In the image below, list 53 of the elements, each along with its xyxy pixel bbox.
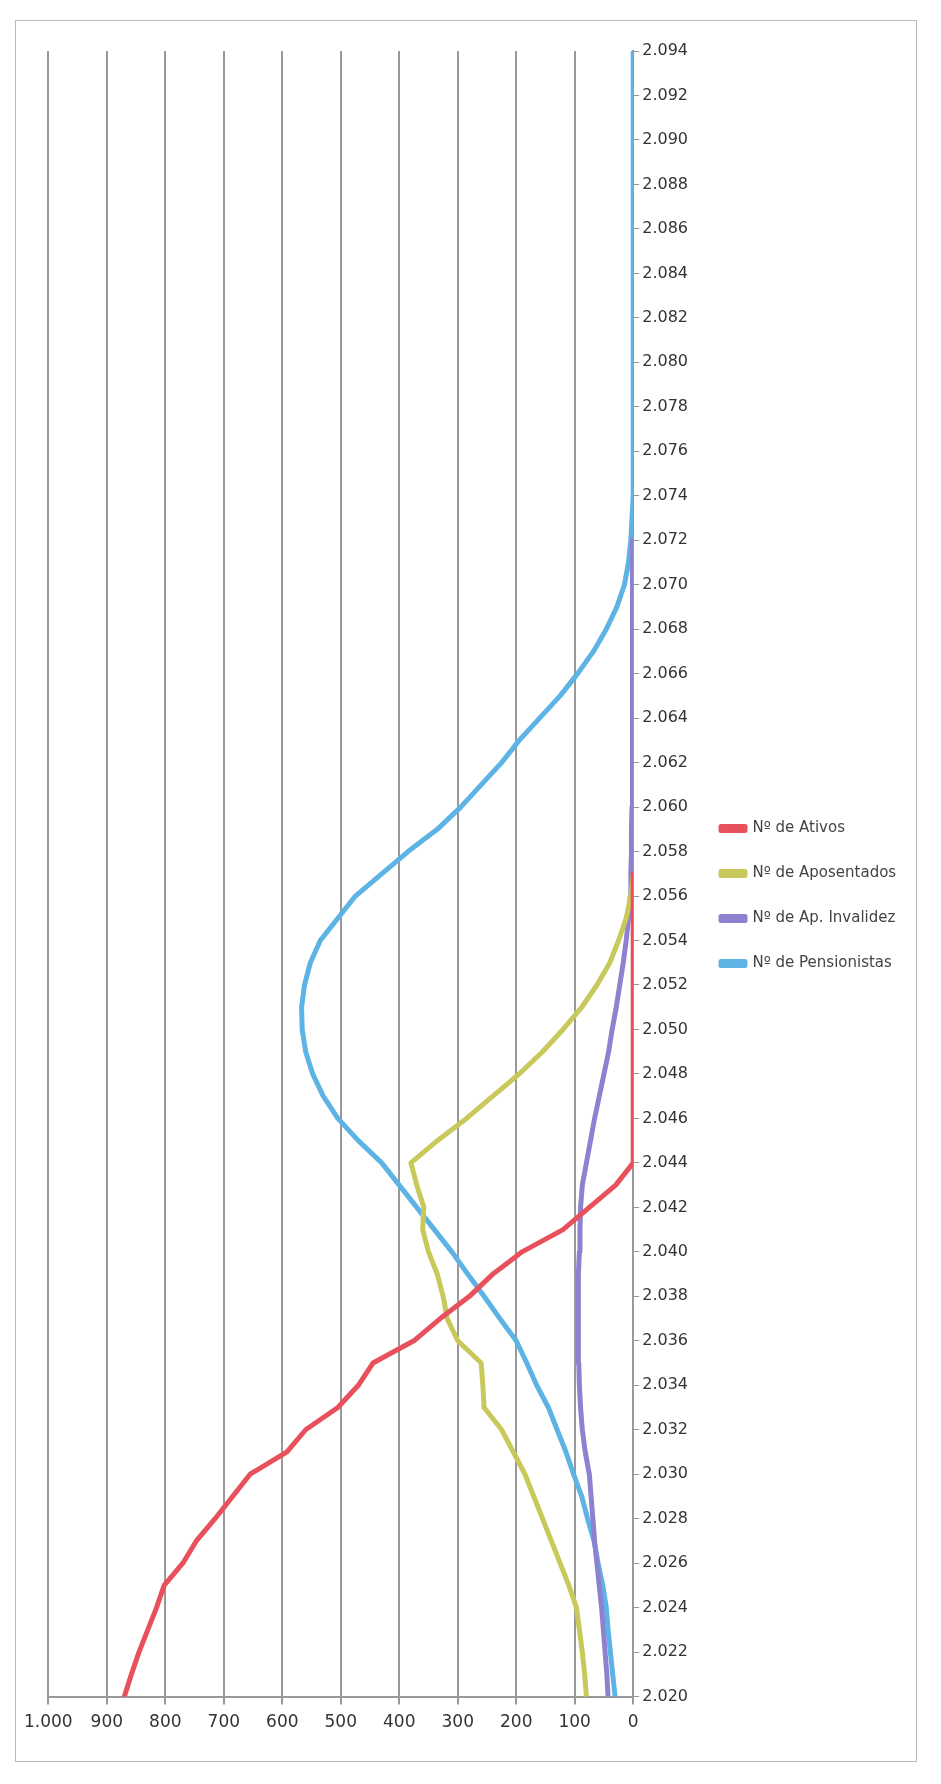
x-tick-label: 500 xyxy=(324,1711,357,1732)
y-tick-label: 2.080 xyxy=(642,351,689,371)
y-tick-label: 2.090 xyxy=(642,129,689,149)
x-tick-label: 900 xyxy=(90,1711,124,1732)
y-tick-label: 2.062 xyxy=(642,751,689,771)
y-tick-label: 2.036 xyxy=(642,1329,689,1349)
x-tick-label: 200 xyxy=(500,1711,533,1732)
x-tick-label: 800 xyxy=(149,1711,182,1732)
legend-label: Nº de Aposentados xyxy=(752,863,897,882)
y-tick-label: 2.054 xyxy=(642,929,689,949)
y-tick-label: 2.050 xyxy=(642,1018,689,1038)
y-tick-label: 2.084 xyxy=(642,262,689,282)
y-tick-label: 2.060 xyxy=(642,796,689,816)
y-tick-label: 2.094 xyxy=(642,40,689,60)
y-tick-label: 2.020 xyxy=(642,1685,689,1705)
y-tick-label: 2.064 xyxy=(642,707,689,727)
x-tick-label: 0 xyxy=(627,1711,639,1732)
y-tick-label: 2.068 xyxy=(642,618,689,638)
y-tick-label: 2.052 xyxy=(642,974,689,994)
y-tick-label: 2.092 xyxy=(642,84,689,104)
x-tick-label: 700 xyxy=(207,1711,241,1732)
y-tick-label: 2.030 xyxy=(642,1463,689,1483)
y-tick-label: 2.082 xyxy=(642,307,689,327)
y-tick-label: 2.040 xyxy=(642,1241,689,1260)
legend-label: Nº de Ativos xyxy=(752,818,846,837)
x-tick-label: 300 xyxy=(441,1711,474,1732)
y-tick-label: 2.072 xyxy=(642,529,689,549)
x-tick-label: 1.000 xyxy=(24,1711,73,1732)
legend-label: Nº de Pensionistas xyxy=(752,953,893,972)
y-tick-label: 2.056 xyxy=(642,885,689,905)
y-tick-label: 2.022 xyxy=(642,1641,689,1661)
y-tick-label: 2.028 xyxy=(642,1507,689,1527)
y-tick-label: 2.044 xyxy=(642,1152,689,1172)
y-tick-label: 2.088 xyxy=(642,173,689,193)
y-tick-label: 2.078 xyxy=(642,395,689,415)
y-tick-label: 2.024 xyxy=(642,1596,689,1616)
y-tick-label: 2.086 xyxy=(642,218,689,238)
y-tick-label: 2.076 xyxy=(642,440,689,460)
y-tick-label: 2.074 xyxy=(642,484,689,504)
y-tick-label: 2.046 xyxy=(642,1107,689,1127)
legend-label: Nº de Ap. Invalidez xyxy=(752,908,896,927)
y-tick-label: 2.032 xyxy=(642,1418,689,1438)
y-tick-label: 2.048 xyxy=(642,1063,689,1083)
y-tick-label: 2.058 xyxy=(642,840,689,860)
y-tick-label: 2.026 xyxy=(642,1552,689,1572)
y-tick-label: 2.066 xyxy=(642,662,689,682)
x-tick-label: 600 xyxy=(266,1711,299,1732)
y-tick-label: 2.034 xyxy=(642,1374,689,1394)
x-tick-label: 400 xyxy=(383,1711,416,1732)
x-tick-label: 100 xyxy=(558,1711,591,1732)
y-tick-label: 2.070 xyxy=(642,573,689,593)
y-tick-label: 2.042 xyxy=(642,1196,689,1216)
y-tick-label: 2.038 xyxy=(642,1285,689,1305)
